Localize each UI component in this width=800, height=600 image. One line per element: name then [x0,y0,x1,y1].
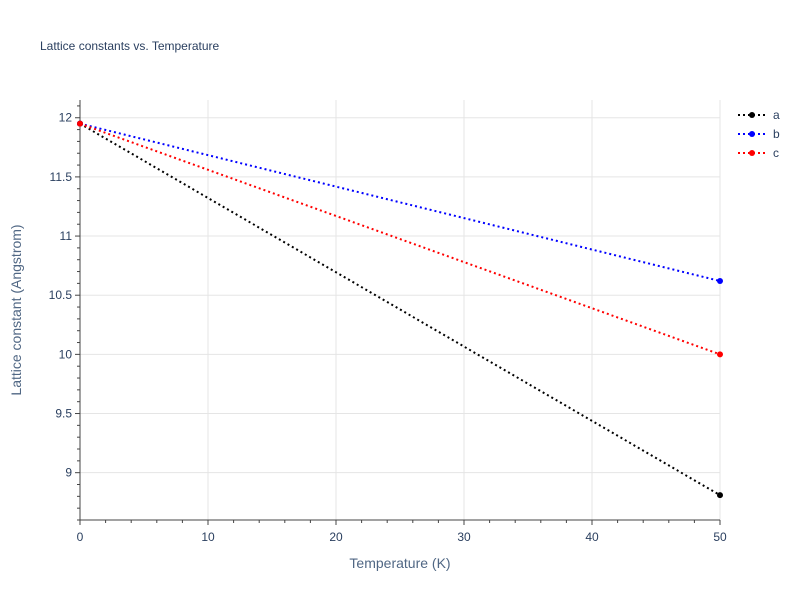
y-tick-label: 9 [65,466,72,480]
grid [80,100,721,520]
series-b [77,120,723,285]
data-point-c [717,351,723,358]
legend-marker [749,150,755,156]
axes [79,100,720,521]
x-axis-title: Temperature (K) [349,555,450,571]
y-axis-ticks: 9 9.5 10 10.5 11 11.5 12 [49,105,80,521]
data-point-b [717,278,723,285]
x-tick-label: 40 [585,530,599,544]
legend-marker [749,112,755,118]
legend-item-c[interactable]: c [738,146,779,160]
y-tick-label: 10.5 [49,288,73,302]
x-tick-label: 0 [77,530,84,544]
legend-item-a[interactable]: a [738,108,780,122]
data-point-a [717,492,723,499]
legend-item-b[interactable]: b [738,127,780,141]
x-tick-label: 10 [201,530,215,544]
x-tick-label: 50 [713,530,727,544]
series-line-b [79,122,721,282]
legend-label: b [773,127,780,141]
legend: abc [738,108,780,160]
series-line-a [79,122,721,497]
chart-title: Lattice constants vs. Temperature [40,39,220,53]
y-tick-label: 12 [59,111,73,125]
legend-label: a [773,108,780,122]
x-tick-label: 20 [329,530,343,544]
series-line-c [79,122,721,356]
data-point-c [77,120,83,127]
series-layer [77,120,723,499]
legend-label: c [773,146,779,160]
x-tick-label: 30 [457,530,471,544]
series-c [77,120,723,358]
y-tick-label: 10 [59,347,73,361]
y-tick-label: 11.5 [50,170,73,184]
x-axis-ticks: 0 10 20 30 40 50 [77,520,727,544]
y-axis-title: Lattice constant (Angstrom) [8,224,24,395]
y-tick-label: 9.5 [55,407,72,421]
y-tick-label: 11 [60,229,73,243]
legend-marker [749,131,755,137]
